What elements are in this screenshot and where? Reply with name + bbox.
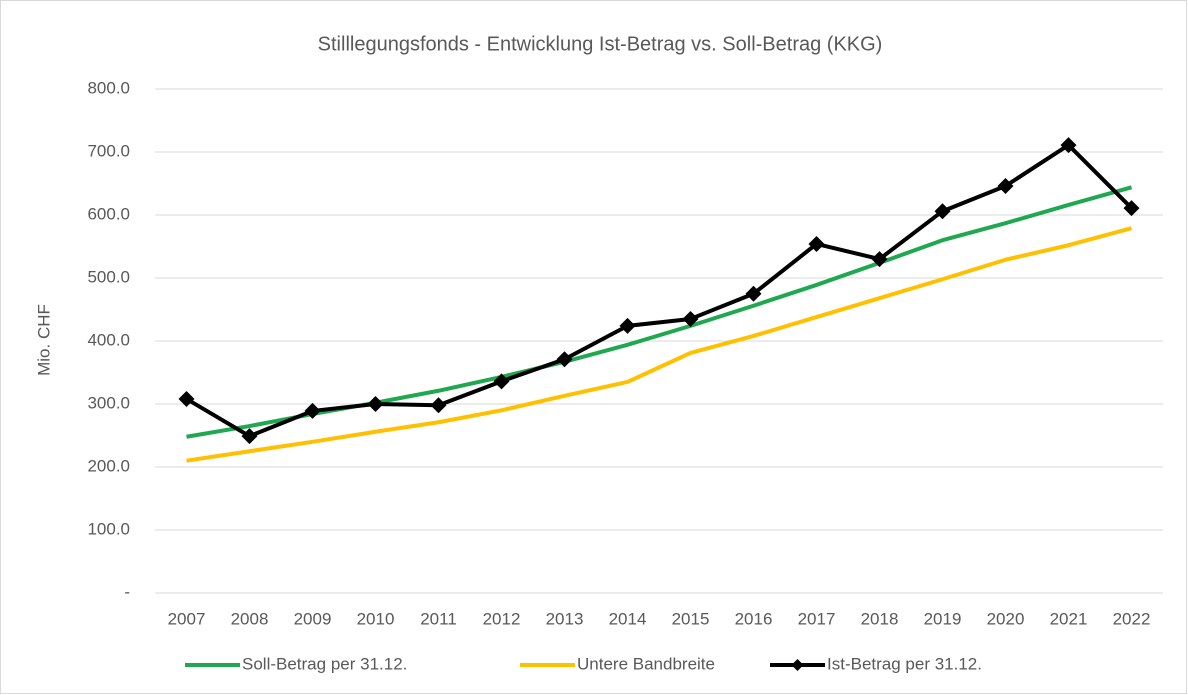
data-point xyxy=(430,397,447,414)
x-tick-label: 2016 xyxy=(735,609,773,628)
data-point xyxy=(745,285,762,302)
y-axis-label: Mio. CHF xyxy=(34,304,53,376)
x-tick-label: 2021 xyxy=(1050,609,1088,628)
x-tick-label: 2022 xyxy=(1113,609,1151,628)
data-point xyxy=(619,317,636,334)
y-tick-label: 400.0 xyxy=(87,330,130,349)
data-point xyxy=(556,351,573,368)
y-tick-label: 100.0 xyxy=(87,519,130,538)
data-point xyxy=(1123,200,1140,217)
x-tick-label: 2019 xyxy=(924,609,962,628)
data-point xyxy=(808,235,825,252)
data-point xyxy=(304,402,321,419)
x-tick-label: 2007 xyxy=(168,609,206,628)
x-tick-label: 2008 xyxy=(231,609,269,628)
y-tick-label: 300.0 xyxy=(87,393,130,412)
data-point xyxy=(241,428,258,445)
data-point xyxy=(178,390,195,407)
data-point xyxy=(934,203,951,220)
data-point xyxy=(871,251,888,268)
data-point xyxy=(682,310,699,327)
legend-label: Ist-Betrag per 31.12. xyxy=(827,654,982,673)
x-tick-label: 2009 xyxy=(294,609,332,628)
legend-label: Soll-Betrag per 31.12. xyxy=(242,654,407,673)
series-line xyxy=(185,143,1133,439)
x-tick-label: 2014 xyxy=(609,609,647,628)
legend-marker xyxy=(791,659,804,671)
x-tick-label: 2015 xyxy=(672,609,710,628)
y-tick-label: - xyxy=(124,582,130,601)
x-tick-label: 2018 xyxy=(861,609,899,628)
x-tick-label: 2012 xyxy=(483,609,521,628)
x-tick-label: 2011 xyxy=(420,609,457,628)
y-tick-label: 600.0 xyxy=(87,204,130,223)
x-tick-label: 2010 xyxy=(357,609,395,628)
data-point xyxy=(997,178,1014,195)
legend-label: Untere Bandbreite xyxy=(577,654,715,673)
chart-title: Stilllegungsfonds - Entwicklung Ist-Betr… xyxy=(318,33,883,55)
data-point xyxy=(367,396,384,412)
y-tick-label: 800.0 xyxy=(87,78,130,97)
y-tick-label: 200.0 xyxy=(87,456,130,475)
x-tick-label: 2020 xyxy=(987,609,1025,628)
x-tick-label: 2013 xyxy=(546,609,584,628)
series-line xyxy=(186,226,1133,463)
y-tick-label: 500.0 xyxy=(87,267,130,286)
x-tick-label: 2017 xyxy=(798,609,836,628)
y-tick-label: 700.0 xyxy=(87,141,130,160)
data-point xyxy=(1060,137,1077,154)
data-point xyxy=(493,373,510,390)
